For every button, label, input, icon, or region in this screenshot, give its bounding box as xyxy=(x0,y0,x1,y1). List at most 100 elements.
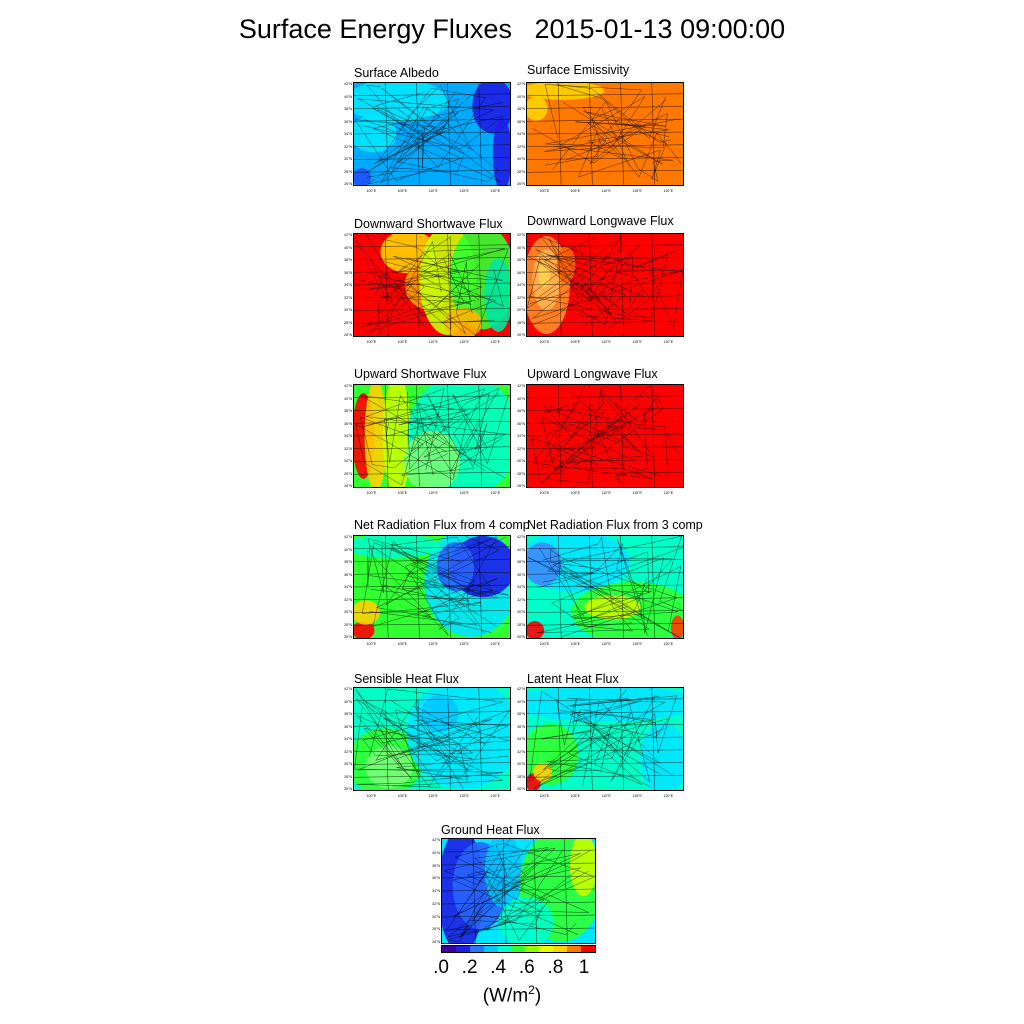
boundary-line xyxy=(363,728,509,781)
meridian-line xyxy=(589,234,593,336)
lat-tick-label: 40°N xyxy=(517,245,525,250)
parallel-line xyxy=(527,106,683,109)
colorbar-swatch xyxy=(553,946,568,952)
parallel-line xyxy=(527,408,683,411)
lon-tick-label: 120°E xyxy=(490,642,501,646)
ground-heat-flux-title: Ground Heat Flux xyxy=(441,823,540,837)
parallel-line xyxy=(354,472,510,475)
lat-tick-label: 26°N xyxy=(344,787,352,791)
lon-tick-label: 115°E xyxy=(459,340,469,344)
lat-tick-label: 26°N xyxy=(517,484,525,488)
lon-tick-label: 100°E xyxy=(366,189,377,193)
lon-tick-label: 115°E xyxy=(459,189,469,193)
boundary-line xyxy=(552,100,673,182)
boundary-line xyxy=(372,87,504,183)
boundary-line xyxy=(446,848,564,942)
parallel-line xyxy=(527,270,683,273)
boundary-line xyxy=(362,542,492,633)
lat-tick-label: 30°N xyxy=(517,308,525,312)
boundary-line xyxy=(538,543,649,594)
net-radiation-3-comp-patch xyxy=(584,595,641,620)
boundary-line xyxy=(363,388,490,466)
lon-tick-label: 100°E xyxy=(366,794,377,798)
parallel-line xyxy=(354,131,510,135)
parallel-line xyxy=(354,144,510,147)
boundary-line xyxy=(365,240,472,335)
chart-title: Surface Energy Fluxes 2015-01-13 09:00:0… xyxy=(238,14,786,44)
boundary-line xyxy=(474,847,577,935)
lon-tick-label: 110°E xyxy=(601,340,611,344)
lat-tick-label: 28°N xyxy=(517,774,525,779)
boundary-line xyxy=(407,388,500,476)
boundary-line xyxy=(546,402,654,458)
lon-tick-label: 100°E xyxy=(539,491,550,495)
surface-emissivity-field xyxy=(527,83,683,185)
boundary-line xyxy=(550,404,637,473)
parallel-line xyxy=(527,282,683,286)
upward-shortwave-flux-patch xyxy=(364,385,388,487)
boundary-line xyxy=(529,690,673,783)
boundary-line xyxy=(365,258,475,312)
boundary-line xyxy=(542,536,633,632)
lat-tick-label: 38°N xyxy=(517,712,525,716)
ground-heat-flux-patch xyxy=(569,839,595,897)
lat-tick-label: 26°N xyxy=(344,484,352,488)
lat-tick-label: 38°N xyxy=(517,560,525,564)
lat-tick-label: 40°N xyxy=(344,396,352,401)
boundary-line xyxy=(527,237,626,309)
boundary-line xyxy=(538,547,678,637)
lat-tick-label: 30°N xyxy=(432,914,440,919)
lat-tick-label: 36°N xyxy=(344,724,352,729)
lat-tick-label: 40°N xyxy=(344,245,352,250)
meridian-line xyxy=(416,536,420,638)
lon-tick-label: 120°E xyxy=(663,642,674,646)
colorbar-swatch xyxy=(442,946,456,952)
parallel-line xyxy=(354,282,510,286)
downward-longwave-flux-title: Downward Longwave Flux xyxy=(527,214,674,228)
lat-tick-label: 36°N xyxy=(432,876,440,881)
parallel-line xyxy=(527,472,683,475)
net-radiation-4-comp-lon-ticks: 100°E 105°E 110°E 115°E 120°E xyxy=(353,642,511,647)
lon-tick-label: 120°E xyxy=(490,794,501,798)
lat-tick-label: 40°N xyxy=(344,94,352,99)
lat-tick-label: 26°N xyxy=(344,635,352,639)
lat-tick-label: 42°N xyxy=(344,687,352,691)
lat-tick-label: 30°N xyxy=(344,610,352,614)
boundary-line xyxy=(359,416,447,469)
latent-heat-flux-patch xyxy=(533,762,552,782)
colorbar-swatch xyxy=(455,946,470,952)
boundary-line xyxy=(475,845,589,931)
lat-tick-label: 32°N xyxy=(344,446,352,451)
lat-tick-label: 36°N xyxy=(344,270,352,275)
latent-heat-flux-patch xyxy=(527,688,683,722)
parallel-line xyxy=(354,623,510,626)
colorbar-tick-label: .2 xyxy=(461,957,478,978)
parallel-line xyxy=(527,308,683,311)
lat-tick-label: 34°N xyxy=(517,283,525,287)
downward-longwave-flux-map xyxy=(526,233,684,337)
lat-tick-label: 28°N xyxy=(517,471,525,476)
boundary-line xyxy=(528,536,683,638)
lat-tick-label: 28°N xyxy=(344,471,352,476)
boundary-line xyxy=(532,245,640,329)
lat-tick-label: 38°N xyxy=(344,258,352,262)
boundary-line xyxy=(562,101,670,165)
parallel-line xyxy=(442,849,595,853)
lat-tick-label: 30°N xyxy=(517,459,525,463)
latent-heat-flux-patch xyxy=(640,722,683,790)
sensible-heat-flux-title: Sensible Heat Flux xyxy=(354,672,459,686)
lat-tick-label: 38°N xyxy=(517,258,525,262)
lat-tick-label: 28°N xyxy=(517,622,525,627)
lat-tick-label: 30°N xyxy=(517,762,525,766)
parallel-line xyxy=(354,711,510,714)
parallel-line xyxy=(354,597,510,600)
lat-tick-label: 40°N xyxy=(517,396,525,401)
lon-tick-label: 110°E xyxy=(428,340,438,344)
boundary-line xyxy=(466,870,589,941)
parallel-line xyxy=(527,131,683,135)
upward-shortwave-flux-lon-ticks: 100°E 105°E 110°E 115°E 120°E xyxy=(353,491,511,496)
lon-tick-label: 100°E xyxy=(539,794,550,798)
lon-tick-label: 110°E xyxy=(601,642,611,646)
lon-tick-label: 120°E xyxy=(490,491,501,495)
meridian-line xyxy=(478,234,482,336)
